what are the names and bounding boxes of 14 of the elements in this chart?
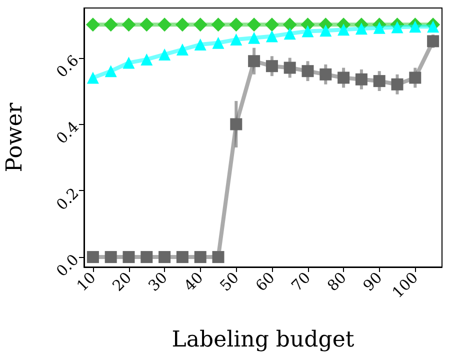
y-axis-title: Power [2, 102, 28, 172]
x-tick-label: 30 [144, 268, 171, 295]
x-tick-label: 40 [180, 268, 207, 295]
x-tick-label: 80 [324, 268, 350, 295]
x-tick-label: 60 [252, 268, 278, 295]
y-tick-label: 0.6 [52, 51, 82, 82]
x-tick-label: 50 [216, 268, 243, 295]
x-tick-label: 90 [359, 268, 386, 295]
x-axis-title: Labeling budget [172, 328, 354, 352]
x-tick-label: 100 [388, 268, 422, 302]
y-tick-label: 0.4 [52, 118, 82, 148]
x-tick-label: 20 [108, 268, 136, 295]
x-tick-label: 70 [288, 268, 314, 295]
y-tick-label: 0.2 [52, 184, 82, 214]
